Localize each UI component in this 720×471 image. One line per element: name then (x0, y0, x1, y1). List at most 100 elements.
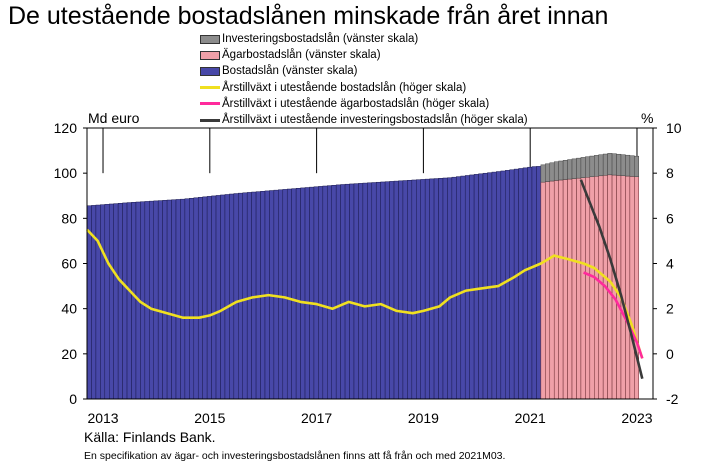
left-tick-label: 0 (69, 391, 77, 407)
bar-investering (549, 162, 555, 182)
bar-bostad (224, 194, 230, 400)
legend-label-bostad: Bostadslån (vänster skala) (222, 65, 358, 78)
bar-bostad (536, 166, 542, 400)
bar-bostad (131, 202, 137, 400)
bar-agar (594, 176, 599, 400)
bar-bostad (122, 202, 128, 400)
left-axis-label: Md euro (88, 110, 140, 126)
bar-agar (558, 179, 564, 400)
bar-bostad (193, 197, 199, 400)
bar-bostad (246, 192, 252, 400)
legend-swatch-agar (200, 50, 220, 60)
bar-bostad (478, 173, 484, 400)
bar-bostad (522, 167, 528, 400)
bar-investering (625, 154, 631, 177)
bar-bostad (420, 179, 426, 400)
bar-bostad (202, 196, 208, 400)
bar-bostad (358, 183, 364, 400)
legend-label-growth-investering: Årstillväxt i utestående investeringsbos… (222, 114, 528, 127)
legend-line-growth-agar (200, 102, 220, 106)
bar-investering (558, 160, 564, 181)
legend-item-investering: Investeringsbostadslån (vänster skala) (200, 31, 528, 47)
legend-line-growth-investering (200, 118, 220, 122)
bar-bostad (238, 192, 243, 400)
bar-investering (616, 153, 622, 176)
bar-bostad (184, 198, 190, 400)
bar-bostad (380, 181, 386, 400)
legend-label-agar: Ägarbostadslån (vänster skala) (222, 49, 381, 62)
bar-bostad (473, 174, 479, 400)
bar-bostad (429, 178, 435, 400)
left-tick-label: 60 (61, 256, 77, 272)
bar-bostad (384, 181, 390, 400)
line-growth_agar (583, 271, 644, 359)
bar-bostad (447, 177, 453, 400)
bar-bostad (295, 188, 301, 400)
bar-investering (571, 158, 577, 179)
bar-investering (562, 160, 568, 180)
right-tick-label: 10 (666, 120, 682, 136)
legend-item-growth-investering: Årstillväxt i utestående investeringsbos… (200, 112, 528, 128)
legend-item-agar: Ägarbostadslån (vänster skala) (200, 47, 528, 63)
x-tick-label: 2021 (515, 410, 546, 426)
bar-bostad (389, 181, 395, 400)
legend-item-bostad: Bostadslån (vänster skala) (200, 63, 528, 79)
bar-bostad (438, 178, 444, 400)
bar-bostad (460, 175, 466, 400)
bar-bostad (162, 200, 168, 400)
bar-agar (607, 174, 613, 400)
bar-bostad (175, 199, 181, 400)
bar-bostad (309, 186, 315, 400)
x-tick-label: 2013 (87, 410, 118, 426)
x-tick-label: 2015 (194, 410, 225, 426)
right-tick-label: 4 (666, 256, 674, 272)
bar-bostad (233, 193, 239, 400)
bar-investering (634, 155, 640, 177)
bar-investering (585, 156, 591, 178)
bar-bostad (344, 183, 350, 400)
bar-bostad (180, 198, 186, 400)
bar-investering (567, 159, 573, 180)
bar-bostad (229, 193, 235, 400)
legend-label-growth-total: Årstillväxt i utestående bostadslån (hög… (222, 81, 467, 94)
bar-bostad (451, 176, 457, 400)
bar-bostad (291, 188, 297, 400)
bar-bostad (335, 184, 341, 400)
bar-bostad (211, 195, 217, 400)
bar-bostad (304, 187, 310, 400)
bar-bostad (353, 183, 359, 400)
x-tick-label: 2017 (301, 410, 332, 426)
bar-bostad (220, 194, 226, 400)
bar-bostad (505, 170, 510, 400)
x-tick-label: 2019 (408, 410, 439, 426)
bar-bostad (531, 166, 537, 400)
bar-bostad (349, 183, 355, 400)
line-growth_investering (579, 179, 644, 380)
bar-bostad (416, 179, 421, 400)
bar-bostad (367, 182, 373, 400)
bar-bostad (140, 201, 146, 400)
bar-bostad (282, 189, 288, 400)
bar-investering (553, 161, 559, 181)
bar-bostad (340, 184, 346, 400)
legend-item-growth-agar: Årstillväxt i utestående ägarbostadslån … (200, 96, 528, 112)
bar-investering (598, 154, 604, 177)
bar-bostad (126, 202, 132, 400)
bar-agar (562, 179, 568, 400)
bar-investering (589, 155, 595, 178)
bar-bostad (393, 180, 399, 400)
bar-bostad (286, 188, 292, 400)
bar-investering (629, 155, 635, 177)
bar-investering (580, 157, 586, 178)
source-note: Källa: Finlands Bank. (84, 429, 216, 445)
bar-bostad (433, 178, 439, 400)
bar-bostad (278, 189, 284, 400)
bar-bostad (104, 204, 110, 400)
bar-bostad (464, 175, 470, 400)
bar-bostad (442, 177, 448, 400)
bar-bostad (398, 180, 404, 400)
right-tick-label: 6 (666, 210, 674, 226)
left-tick-label: 40 (61, 301, 77, 317)
legend-line-growth-total (200, 86, 220, 90)
